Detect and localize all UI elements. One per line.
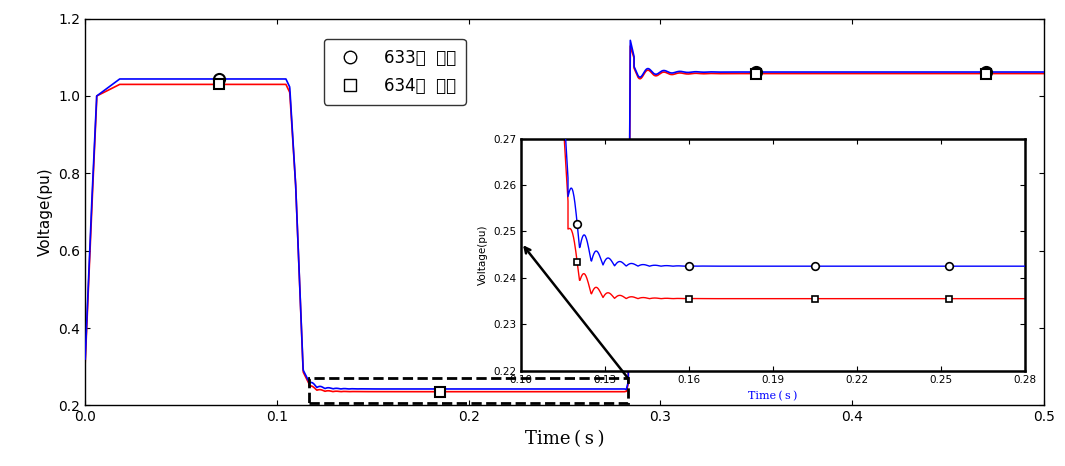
X-axis label: Time ( s ): Time ( s ) — [525, 430, 604, 448]
Y-axis label: Voltage(pu): Voltage(pu) — [37, 168, 53, 256]
Legend: 633번  노드, 634번  노드: 633번 노드, 634번 노드 — [324, 39, 465, 104]
Bar — [309, 377, 628, 403]
